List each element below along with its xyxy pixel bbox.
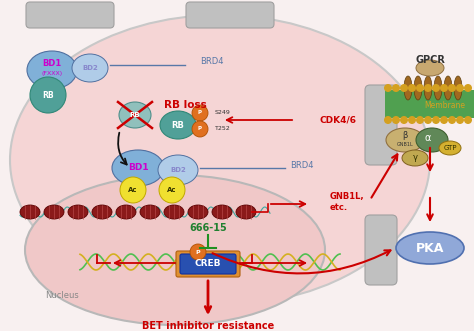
Circle shape <box>440 116 448 124</box>
Text: RB: RB <box>172 120 184 129</box>
Text: BD2: BD2 <box>170 167 186 173</box>
Text: (FXXX): (FXXX) <box>41 71 63 76</box>
Circle shape <box>464 84 472 92</box>
Ellipse shape <box>444 76 452 100</box>
Ellipse shape <box>404 76 412 100</box>
Circle shape <box>448 84 456 92</box>
Text: Ac: Ac <box>167 187 177 193</box>
Ellipse shape <box>158 155 198 185</box>
Ellipse shape <box>424 76 432 100</box>
Circle shape <box>440 84 448 92</box>
Ellipse shape <box>386 128 424 152</box>
Ellipse shape <box>434 76 442 100</box>
Ellipse shape <box>44 205 64 219</box>
Ellipse shape <box>160 111 196 139</box>
Circle shape <box>448 116 456 124</box>
Text: BD2: BD2 <box>82 65 98 71</box>
Circle shape <box>432 84 440 92</box>
Circle shape <box>408 84 416 92</box>
Text: PKA: PKA <box>416 242 444 255</box>
Circle shape <box>408 116 416 124</box>
Text: GNB1L,
etc.: GNB1L, etc. <box>330 192 365 212</box>
Circle shape <box>432 116 440 124</box>
FancyBboxPatch shape <box>26 2 114 28</box>
FancyBboxPatch shape <box>385 90 474 118</box>
Circle shape <box>424 116 432 124</box>
Text: P: P <box>198 111 202 116</box>
Circle shape <box>416 84 424 92</box>
Text: CREB: CREB <box>195 260 221 268</box>
Text: P: P <box>198 126 202 131</box>
Circle shape <box>384 116 392 124</box>
Text: RB: RB <box>130 112 140 118</box>
Ellipse shape <box>164 205 184 219</box>
Ellipse shape <box>119 102 151 128</box>
Ellipse shape <box>92 205 112 219</box>
Ellipse shape <box>112 150 164 186</box>
Text: BET inhibitor resistance: BET inhibitor resistance <box>142 321 274 331</box>
Text: GNB1L: GNB1L <box>397 141 413 147</box>
FancyBboxPatch shape <box>365 85 397 165</box>
Text: BRD4: BRD4 <box>290 161 313 169</box>
Circle shape <box>392 84 400 92</box>
Ellipse shape <box>416 60 444 76</box>
Text: P: P <box>196 250 201 255</box>
Ellipse shape <box>10 15 430 305</box>
Text: α: α <box>425 133 431 143</box>
Circle shape <box>192 105 208 121</box>
Ellipse shape <box>188 205 208 219</box>
Ellipse shape <box>20 205 40 219</box>
Circle shape <box>384 84 392 92</box>
Circle shape <box>416 116 424 124</box>
Text: CDK4/6: CDK4/6 <box>320 116 357 124</box>
Circle shape <box>192 121 208 137</box>
Text: 666-15: 666-15 <box>189 223 227 233</box>
Text: Ac: Ac <box>128 187 138 193</box>
Text: BRD4: BRD4 <box>200 58 224 67</box>
FancyBboxPatch shape <box>365 215 397 285</box>
Text: γ: γ <box>412 154 418 163</box>
Circle shape <box>464 116 472 124</box>
Text: Nucleus: Nucleus <box>45 291 79 300</box>
Text: GPCR: GPCR <box>415 55 445 65</box>
FancyBboxPatch shape <box>180 254 236 274</box>
Ellipse shape <box>416 128 448 152</box>
Text: β: β <box>402 131 408 140</box>
Circle shape <box>392 116 400 124</box>
Circle shape <box>456 116 464 124</box>
Circle shape <box>190 244 206 260</box>
Text: GTP: GTP <box>443 145 457 151</box>
Ellipse shape <box>140 205 160 219</box>
Ellipse shape <box>454 76 462 100</box>
Text: T252: T252 <box>215 125 231 130</box>
Circle shape <box>424 84 432 92</box>
Text: BD1: BD1 <box>42 60 62 69</box>
Ellipse shape <box>439 141 461 155</box>
FancyBboxPatch shape <box>186 2 274 28</box>
Circle shape <box>400 116 408 124</box>
Circle shape <box>30 77 66 113</box>
Circle shape <box>159 177 185 203</box>
Ellipse shape <box>68 205 88 219</box>
Circle shape <box>120 177 146 203</box>
Ellipse shape <box>116 205 136 219</box>
FancyBboxPatch shape <box>176 251 240 277</box>
Text: S249: S249 <box>215 110 231 115</box>
Text: RB: RB <box>42 90 54 100</box>
Circle shape <box>400 84 408 92</box>
Ellipse shape <box>236 205 256 219</box>
Text: RB loss: RB loss <box>164 100 206 110</box>
Ellipse shape <box>414 76 422 100</box>
Ellipse shape <box>212 205 232 219</box>
Ellipse shape <box>72 54 108 82</box>
Text: BD1: BD1 <box>128 164 148 172</box>
Ellipse shape <box>396 232 464 264</box>
Circle shape <box>456 84 464 92</box>
Ellipse shape <box>25 175 325 325</box>
Ellipse shape <box>27 51 77 89</box>
Ellipse shape <box>402 150 428 166</box>
Text: Membrane: Membrane <box>424 101 465 110</box>
